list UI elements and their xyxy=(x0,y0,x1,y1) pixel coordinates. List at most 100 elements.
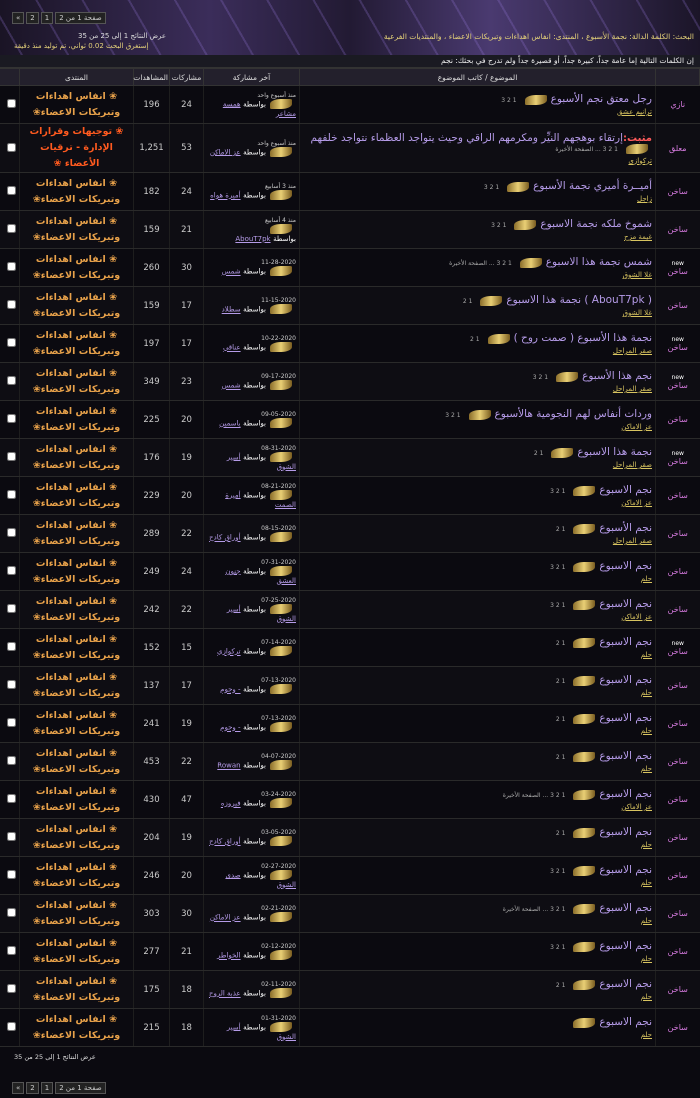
select-checkbox[interactable] xyxy=(7,376,16,385)
last-poster[interactable]: Rowan xyxy=(217,761,241,770)
page-link[interactable]: 2 xyxy=(26,12,39,24)
topic-author[interactable]: حلم xyxy=(640,689,652,697)
select-checkbox[interactable] xyxy=(7,946,16,955)
topic-pages[interactable]: 1 2 xyxy=(555,716,566,723)
forum[interactable]: ❀ توجيهات وقرارات الإدارة - ترقيات الأعض… xyxy=(19,123,134,173)
select-checkbox[interactable] xyxy=(7,756,16,765)
topic-author[interactable]: عز الاماكن xyxy=(621,499,652,507)
topic-title[interactable]: أميــرة أميري نجمة الأسبوع xyxy=(533,180,652,192)
select-checkbox[interactable] xyxy=(7,642,16,651)
last-poster[interactable]: فيروزه xyxy=(220,799,241,808)
topic-pages[interactable]: 1 2 3 ... الصفحة الأخيرة xyxy=(502,906,566,913)
forum[interactable]: ❀ انفاس اهداءات وتبريكات الاعضاء❀ xyxy=(19,438,134,477)
topic-title[interactable]: نجمة هذا الاسبوع xyxy=(577,446,652,458)
select-checkbox[interactable] xyxy=(7,870,16,879)
topic-title[interactable]: نجم الاسبوع xyxy=(599,598,652,610)
topic-pages[interactable]: 1 2 3 ... الصفحة الأخيرة xyxy=(555,146,618,153)
last-poster[interactable]: سطلاد xyxy=(221,305,241,314)
topic-pages[interactable]: 1 2 xyxy=(555,640,566,647)
forum[interactable]: ❀ انفاس اهداءات وتبريكات الاعضاء❀ xyxy=(19,514,134,553)
last-poster[interactable]: - وجوم xyxy=(220,685,241,694)
page-link[interactable]: 2 xyxy=(26,1082,39,1094)
topic-title[interactable]: نجم الاسبوع xyxy=(599,484,652,496)
last-poster[interactable]: AbouT7pk xyxy=(235,234,271,243)
select-checkbox[interactable] xyxy=(7,262,16,271)
topic-author[interactable]: حلم xyxy=(640,575,652,583)
select-checkbox[interactable] xyxy=(7,680,16,689)
topic-pages[interactable]: 1 2 3 ... الصفحة الأخيرة xyxy=(502,792,566,799)
topic-author[interactable]: عز الاماكن xyxy=(621,613,652,621)
forum[interactable]: ❀ انفاس اهداءات وتبريكات الاعضاء❀ xyxy=(19,780,134,819)
topic-title[interactable]: نجم الاسبوع xyxy=(599,1016,652,1028)
topic-author[interactable]: حلم xyxy=(640,651,652,659)
topic-pages[interactable]: 1 2 xyxy=(470,336,480,343)
topic-author[interactable]: غلا الشوق xyxy=(622,271,652,279)
forum[interactable]: ❀ انفاس اهداءات وتبريكات الاعضاء❀ xyxy=(19,210,134,249)
topic-pages[interactable]: 1 2 xyxy=(533,450,544,457)
select-checkbox[interactable] xyxy=(7,832,16,841)
forum[interactable]: ❀ انفاس اهداءات وتبريكات الاعضاء❀ xyxy=(19,894,134,933)
last-poster[interactable]: تركوازي xyxy=(217,647,241,656)
topic-title[interactable]: شمس نجمة هذا الاسبوع xyxy=(545,256,652,268)
topic-author[interactable]: صقر المراحل xyxy=(612,461,652,469)
topic-author[interactable]: غيمة مزح xyxy=(624,233,652,241)
topic-author[interactable]: عز الاماكن xyxy=(621,423,652,431)
topic-author[interactable]: عز الاماكن xyxy=(621,803,652,811)
last-poster[interactable]: الخواطر xyxy=(216,951,241,960)
last-poster[interactable]: - وجوم xyxy=(220,723,241,732)
select-checkbox[interactable] xyxy=(7,142,16,152)
topic-author[interactable]: صقر المراحل xyxy=(612,347,652,355)
forum[interactable]: ❀ انفاس اهداءات وتبريكات الاعضاء❀ xyxy=(19,248,134,287)
topic-author[interactable]: حلم xyxy=(640,993,652,1001)
topic-pages[interactable]: 1 2 3 xyxy=(550,868,566,875)
last-poster[interactable]: شمس xyxy=(221,381,241,390)
forum[interactable]: ❀ انفاس اهداءات وتبريكات الاعضاء❀ xyxy=(19,552,134,591)
select-checkbox[interactable] xyxy=(7,414,16,423)
last-poster[interactable]: ياسمين xyxy=(219,419,241,428)
topic-title[interactable]: نجم الاسبوع xyxy=(599,560,652,572)
topic-author[interactable]: ترانيم عشق xyxy=(617,108,652,116)
last-poster[interactable]: عناقي xyxy=(222,343,241,352)
select-checkbox[interactable] xyxy=(7,490,16,499)
forum[interactable]: ❀ انفاس اهداءات وتبريكات الاعضاء❀ xyxy=(19,172,134,211)
forum[interactable]: ❀ انفاس اهداءات وتبريكات الاعضاء❀ xyxy=(19,970,134,1009)
last-poster[interactable]: شمس xyxy=(221,267,241,276)
page-link[interactable]: 1 xyxy=(40,12,54,24)
topic-title[interactable]: نجم الاسبوع xyxy=(599,826,652,838)
select-checkbox[interactable] xyxy=(7,186,16,195)
topic-pages[interactable]: 1 2 3 xyxy=(550,602,566,609)
topic-title[interactable]: رجل معتق نجم الأسبوع xyxy=(550,93,652,105)
forum[interactable]: ❀ انفاس اهداءات وتبريكات الاعضاء❀ xyxy=(19,286,134,325)
topic-author[interactable]: حلم xyxy=(640,879,652,887)
topic-author[interactable]: حلم xyxy=(640,727,652,735)
topic-author[interactable]: حلم xyxy=(640,955,652,963)
select-checkbox[interactable] xyxy=(7,452,16,461)
forum[interactable]: ❀ انفاس اهداءات وتبريكات الاعضاء❀ xyxy=(19,742,134,781)
select-checkbox[interactable] xyxy=(7,99,16,108)
topic-title[interactable]: نجم الاسبوع xyxy=(599,750,652,762)
topic-title[interactable]: نجمة هذا الأسبوع ( صمت روح ) xyxy=(513,332,652,344)
topic-title[interactable]: نجم الاسبوع xyxy=(599,788,652,800)
forum[interactable]: ❀ انفاس اهداءات وتبريكات الاعضاء❀ xyxy=(19,400,134,439)
forum[interactable]: ❀ انفاس اهداءات وتبريكات الاعضاء❀ xyxy=(19,666,134,705)
topic-pages[interactable]: 1 2 3 xyxy=(491,222,507,229)
topic-pages[interactable]: 1 2 xyxy=(555,754,566,761)
select-checkbox[interactable] xyxy=(7,984,16,993)
topic-pages[interactable]: 1 2 3 ... الصفحة الأخيرة xyxy=(449,260,512,267)
topic-title[interactable]: وردات أنفاس لهم النجومية هالأسبوع xyxy=(494,408,652,420)
forum[interactable]: ❀ انفاس اهداءات وتبريكات الاعضاء❀ xyxy=(19,818,134,857)
last-poster[interactable]: عز الاماكن xyxy=(209,913,241,922)
select-checkbox[interactable] xyxy=(7,604,16,613)
topic-author[interactable]: صقر المراحل xyxy=(612,537,652,545)
select-checkbox[interactable] xyxy=(7,908,16,917)
last-poster[interactable]: عز الاماكن xyxy=(209,148,241,156)
topic-pages[interactable]: 1 2 xyxy=(555,830,566,837)
topic-pages[interactable]: 1 2 xyxy=(555,526,566,533)
topic-author[interactable]: تركوازي xyxy=(628,156,652,165)
last-poster[interactable]: همسة مشاعر xyxy=(222,100,296,118)
topic-pages[interactable]: 1 2 3 xyxy=(445,412,461,419)
topic-pages[interactable]: 1 2 xyxy=(555,678,566,685)
forum[interactable]: ❀ انفاس اهداءات وتبريكات الاعضاء❀ xyxy=(19,704,134,743)
last-poster[interactable]: أسير الشوق xyxy=(226,1023,296,1041)
topic-title[interactable]: نجم الاسبوع xyxy=(599,864,652,876)
